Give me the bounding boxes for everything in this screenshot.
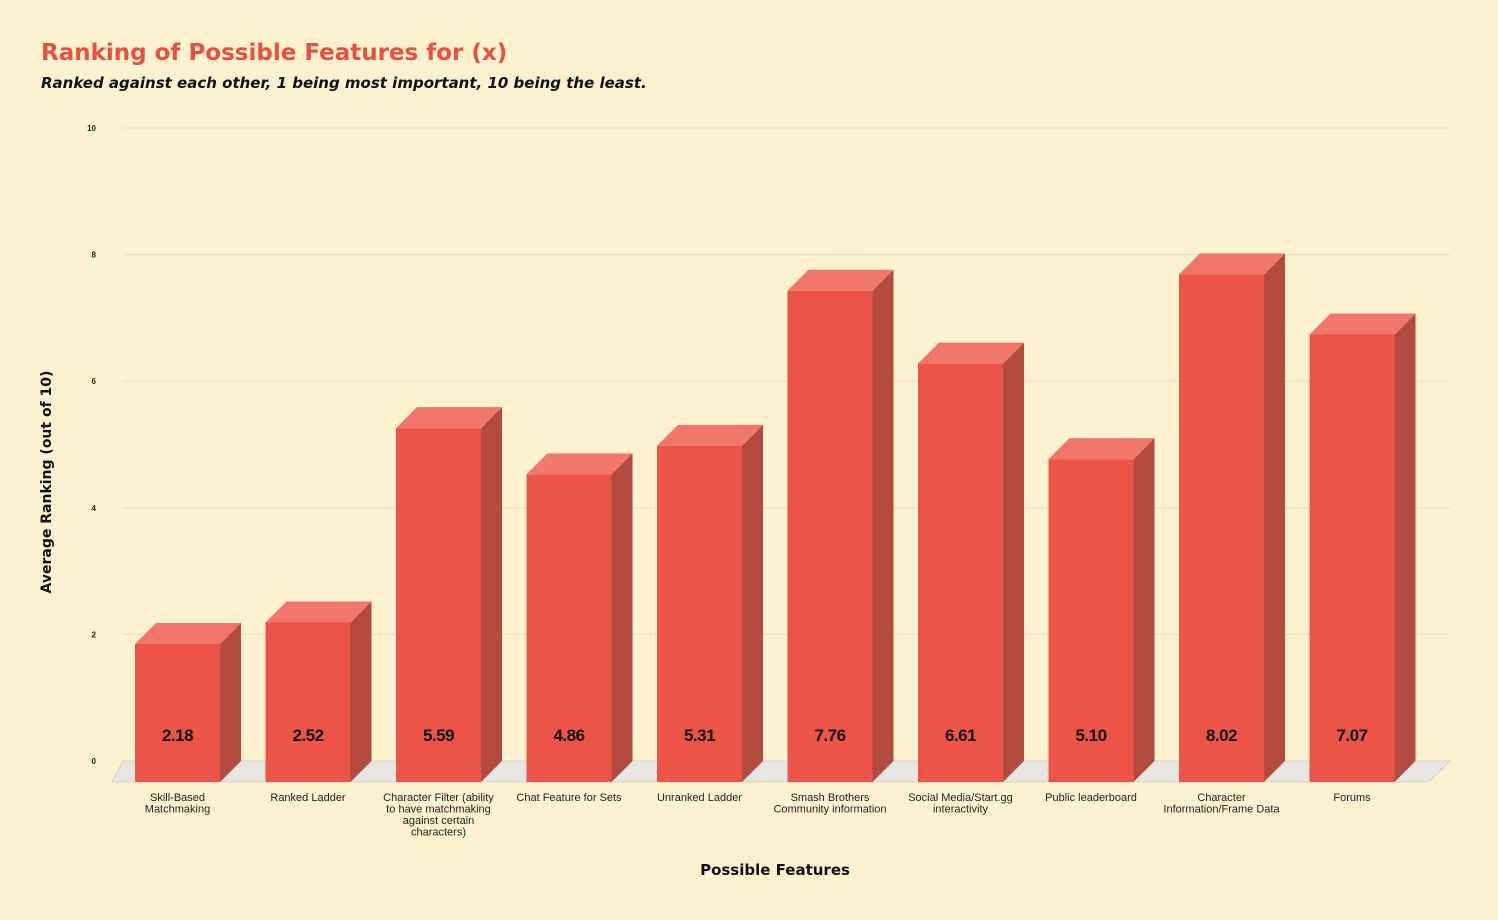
bar-top — [526, 453, 633, 475]
bar: 2.52 — [265, 601, 372, 782]
bar: 5.10 — [1048, 438, 1155, 782]
bar: 2.18 — [135, 623, 241, 782]
bar-side — [872, 269, 894, 782]
data-label: 2.52 — [292, 726, 323, 745]
bar-side — [1394, 313, 1416, 782]
x-axis-ticks: Skill-Based Matchmaking Ranked Ladder Chara… — [145, 792, 1371, 839]
x-tick-label: Character Filter (ability to have matchma… — [383, 792, 494, 839]
bar-side — [742, 424, 763, 782]
bar-side — [220, 623, 241, 782]
x-tick-label: Unranked Ladder — [657, 792, 742, 804]
y-axis-ticks: 0 2 4 6 8 10 — [87, 124, 96, 766]
bar-top — [1309, 313, 1416, 335]
bar-front — [526, 474, 612, 782]
bar-side — [1133, 438, 1155, 782]
data-label: 7.76 — [814, 726, 845, 745]
data-label: 6.61 — [945, 726, 976, 745]
y-tick-label: 6 — [92, 377, 97, 386]
x-tick-label: Social Media/Start.gg interactivity — [908, 792, 1013, 816]
bar-top — [1048, 438, 1155, 460]
bar-side — [611, 453, 633, 782]
bar: 7.07 — [1309, 313, 1416, 782]
y-tick-label: 8 — [92, 251, 97, 260]
bar-front — [787, 290, 873, 782]
bar-front — [657, 445, 742, 782]
data-label: 4.86 — [553, 726, 584, 745]
x-tick-label: Skill-Based Matchmaking — [145, 792, 210, 816]
bar-side — [1003, 342, 1024, 782]
data-label: 5.10 — [1075, 726, 1106, 745]
x-tick-label: Forums — [1333, 792, 1371, 804]
bar-top — [265, 601, 372, 623]
bar: 5.59 — [396, 407, 502, 782]
bar: 7.76 — [787, 269, 894, 782]
x-tick-label: Character Information/Frame Data — [1163, 792, 1280, 816]
bar-top — [657, 424, 763, 446]
y-tick-label: 0 — [92, 757, 97, 766]
y-tick-label: 4 — [92, 504, 97, 513]
bar: 4.86 — [526, 453, 633, 782]
bar-top — [918, 342, 1024, 364]
bar-front — [918, 363, 1003, 782]
bar-top — [1179, 253, 1285, 275]
chart-title: Ranking of Possible Features for (x) — [41, 40, 508, 66]
bar-top — [787, 269, 894, 291]
data-label: 7.07 — [1336, 726, 1367, 745]
x-tick-label: Chat Feature for Sets — [516, 792, 622, 804]
bar-front — [135, 644, 220, 782]
x-tick-label: Public leaderboard — [1045, 792, 1137, 804]
y-tick-label: 10 — [87, 124, 96, 133]
bar-side — [1264, 253, 1285, 783]
data-label: 8.02 — [1206, 726, 1237, 745]
bar-top — [396, 407, 502, 429]
data-label: 5.59 — [423, 726, 454, 745]
x-tick-label: Ranked Ladder — [270, 792, 346, 804]
chart-subtitle: Ranked against each other, 1 being most … — [41, 74, 647, 92]
x-axis-label: Possible Features — [700, 861, 850, 879]
x-tick-label: Smash Brothers Community information — [773, 792, 886, 816]
bar-front — [1048, 459, 1134, 782]
bar-top — [135, 623, 241, 645]
bar-front — [396, 428, 481, 782]
bar: 5.31 — [657, 424, 763, 782]
bar: 6.61 — [918, 342, 1024, 782]
y-tick-label: 2 — [92, 630, 97, 639]
data-label: 5.31 — [684, 726, 715, 745]
bar-front — [1179, 274, 1264, 782]
bar: 8.02 — [1179, 253, 1285, 783]
bar-side — [481, 407, 502, 782]
bar-front — [265, 622, 351, 782]
bar-side — [350, 601, 372, 782]
bar-front — [1309, 334, 1395, 782]
data-label: 2.18 — [162, 726, 193, 745]
bars: 2.18 2.52 5.59 4.86 5.31 7.76 6.61 5.10 8.02 7.07 — [135, 253, 1416, 783]
